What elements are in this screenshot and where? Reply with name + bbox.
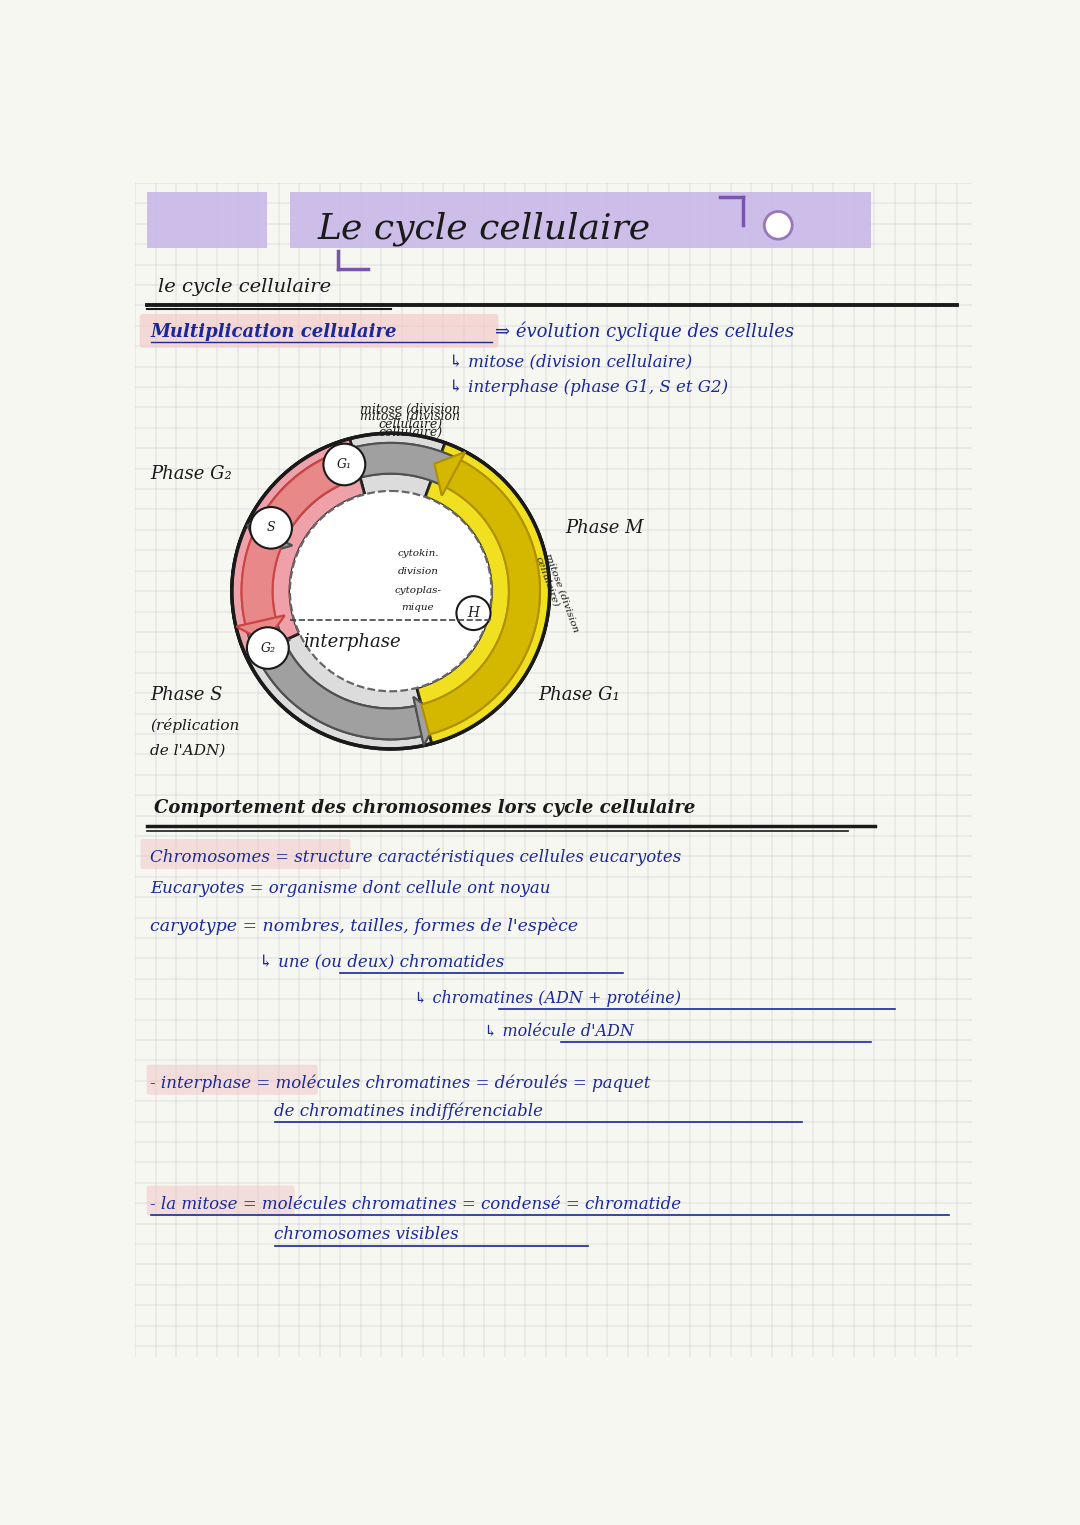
Polygon shape (251, 633, 291, 659)
Polygon shape (248, 627, 430, 740)
Text: Phase M: Phase M (565, 520, 644, 537)
Polygon shape (414, 697, 440, 746)
Text: G₂: G₂ (260, 642, 275, 654)
Text: cellulaire): cellulaire) (378, 418, 442, 432)
FancyBboxPatch shape (147, 1185, 295, 1215)
Polygon shape (242, 448, 360, 624)
Text: cytokin.: cytokin. (397, 549, 438, 558)
Circle shape (251, 506, 292, 549)
Text: Eucaryotes = organisme dont cellule ont noyau: Eucaryotes = organisme dont cellule ont … (150, 880, 551, 897)
Text: Phase S: Phase S (150, 686, 222, 705)
Circle shape (247, 627, 288, 669)
Text: ↳ interphase (phase G1, S et G2): ↳ interphase (phase G1, S et G2) (449, 380, 728, 397)
Polygon shape (256, 442, 454, 541)
Polygon shape (421, 461, 540, 734)
Circle shape (232, 433, 550, 749)
Text: Le cycle cellulaire: Le cycle cellulaire (318, 212, 650, 247)
Polygon shape (237, 616, 285, 642)
Text: mitose (division
cellulaire): mitose (division cellulaire) (534, 552, 580, 637)
Text: de chromatines indifférenciable: de chromatines indifférenciable (274, 1103, 543, 1121)
Polygon shape (434, 451, 465, 496)
Bar (147, 192, 267, 247)
Text: caryotype = nombres, tailles, formes de l'espèce: caryotype = nombres, tailles, formes de … (150, 918, 579, 935)
Text: Multiplication cellulaire: Multiplication cellulaire (150, 323, 397, 342)
Circle shape (323, 444, 365, 485)
Polygon shape (421, 461, 540, 734)
Text: mitose (division: mitose (division (360, 403, 460, 415)
Text: ↳ molécule d'ADN: ↳ molécule d'ADN (484, 1023, 634, 1040)
Text: G₁: G₁ (337, 458, 352, 471)
Text: de l'ADN): de l'ADN) (150, 743, 226, 758)
Polygon shape (246, 622, 422, 740)
Wedge shape (232, 439, 365, 657)
Text: interphase: interphase (303, 633, 401, 651)
Circle shape (291, 491, 491, 691)
Wedge shape (417, 442, 550, 744)
FancyBboxPatch shape (147, 1064, 318, 1095)
Text: Chromosomes = structure caractéristiques cellules eucaryotes: Chromosomes = structure caractéristiques… (150, 848, 681, 866)
Text: Phase G₂: Phase G₂ (150, 465, 232, 483)
FancyBboxPatch shape (139, 314, 499, 348)
Circle shape (765, 212, 793, 239)
Bar (291, 192, 872, 247)
Text: ↳ mitose (division cellulaire): ↳ mitose (division cellulaire) (449, 354, 692, 371)
Text: chromosomes visibles: chromosomes visibles (274, 1226, 459, 1243)
Circle shape (457, 596, 490, 630)
FancyBboxPatch shape (140, 839, 350, 869)
Text: Phase G₁: Phase G₁ (538, 686, 620, 705)
Text: cytoplas-: cytoplas- (394, 586, 442, 595)
Polygon shape (246, 622, 422, 740)
Text: le cycle cellulaire: le cycle cellulaire (159, 279, 332, 296)
Circle shape (291, 491, 491, 691)
Text: mique: mique (402, 604, 434, 613)
Text: (réplication: (réplication (150, 718, 240, 732)
Polygon shape (242, 448, 360, 624)
Text: ↳ une (ou deux) chromatides: ↳ une (ou deux) chromatides (259, 953, 504, 971)
Text: - interphase = molécules chromatines = déroulés = paquet: - interphase = molécules chromatines = d… (150, 1074, 651, 1092)
Text: Comportement des chromosomes lors cycle cellulaire: Comportement des chromosomes lors cycle … (154, 799, 696, 817)
Text: division: division (397, 567, 438, 576)
Wedge shape (232, 439, 365, 657)
Polygon shape (237, 616, 285, 642)
Text: cellulaire): cellulaire) (378, 425, 442, 439)
Text: ↳ chromatines (ADN + protéine): ↳ chromatines (ADN + protéine) (414, 990, 681, 1006)
Text: ⇒ évolution cyclique des cellules: ⇒ évolution cyclique des cellules (496, 322, 795, 342)
Polygon shape (434, 451, 465, 496)
Text: - la mitose = molécules chromatines = condensé = chromatide: - la mitose = molécules chromatines = co… (150, 1196, 681, 1212)
Polygon shape (256, 442, 454, 541)
Text: mitose (division: mitose (division (360, 410, 460, 422)
Polygon shape (247, 525, 292, 555)
Text: H: H (468, 605, 480, 621)
Polygon shape (414, 697, 440, 746)
Polygon shape (247, 525, 292, 555)
Wedge shape (417, 442, 550, 744)
Text: S: S (267, 522, 275, 534)
